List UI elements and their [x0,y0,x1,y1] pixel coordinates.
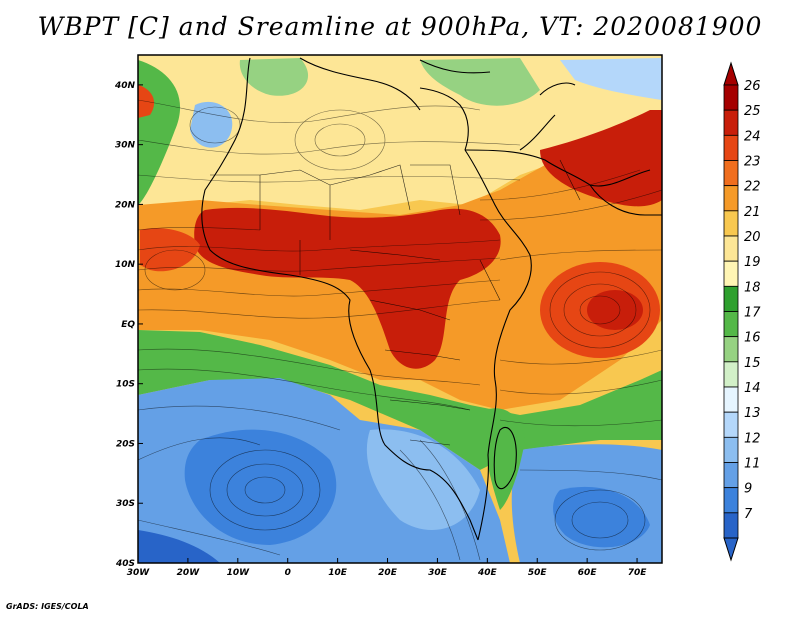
field-caspian-cool [560,58,662,100]
longitude-axis: 30W 20W 10W 0 10E 20E 30E 40E 50E 60E 70E [127,558,647,578]
colorbar: 26 25 24 23 22 21 20 19 18 17 16 15 14 13 12 11 9 7 [723,61,761,562]
lon-tick-label: 10E [328,568,348,578]
field-madagascar-green [483,408,525,510]
colorbar-swatch [723,436,739,463]
credit-label: GrADS: IGES/COLA [6,602,89,611]
latitude-axis: 40N 30N 20N 10N EQ 10S 20S 30S 40S [114,81,143,569]
lon-tick-label: 70E [628,568,648,578]
colorbar-swatch [723,235,739,262]
colorbar-label: 24 [744,129,761,144]
lat-tick-label: 10S [116,380,135,390]
colorbar-label: 20 [744,230,761,245]
colorbar-label: 11 [744,457,761,472]
colorbar-swatch [723,160,739,187]
colorbar-swatch [723,336,739,363]
colorbar-label: 17 [744,306,761,321]
colorbar-swatch [723,462,739,489]
field-iberia-green [239,58,309,96]
colorbar-label: 19 [744,255,761,270]
country-borders [210,159,581,446]
field-arabia-hot [540,110,662,207]
colorbar-swatch [723,185,739,212]
lat-tick-label: 20S [116,439,135,449]
colorbar-label: 7 [744,507,753,522]
lat-tick-label: 20N [115,200,136,210]
lon-tick-label: 40E [477,568,498,578]
colorbar-label: 25 [744,104,761,119]
colorbar-swatch [723,361,739,388]
colorbar-swatch [723,311,739,338]
colorbar-swatch [723,386,739,413]
field-sahel-hot [194,207,501,369]
lat-tick-label: EQ [121,320,135,330]
field-south-green [138,330,662,470]
lat-tick-label: 40S [115,559,135,569]
field-europe-green [420,58,540,106]
colorbar-label: 9 [744,482,752,497]
colorbar-label: 23 [744,155,761,170]
colorbar-swatch [723,84,739,111]
field-southwest-cold [138,530,220,563]
field-west-atlantic-warm [140,228,200,272]
colorbar-label: 12 [744,431,761,446]
lon-tick-label: 30W [127,568,151,578]
lon-tick-label: 30E [428,568,448,578]
lon-tick-label: 20E [378,568,398,578]
lon-tick-label: 0 [285,568,291,578]
lon-tick-label: 20W [177,568,201,578]
map-frame [137,54,663,564]
colorbar-label: 21 [744,205,761,220]
colorbar-label: 16 [744,331,761,346]
colorbar-label: 13 [744,406,761,421]
lat-tick-label: 40N [114,81,136,91]
field-atlantic-cool [190,101,233,148]
colorbar-label: 22 [744,180,761,195]
lon-tick-label: 60E [578,568,598,578]
lat-tick-label: 10N [115,260,136,270]
lat-tick-label: 30S [116,499,135,509]
field-south-indian-cold [553,486,650,548]
colorbar-label: 15 [744,356,761,371]
colorbar-swatch [723,285,739,312]
colorbar-swatch [723,134,739,161]
colorbar-swatch [723,411,739,438]
streamlines [138,99,662,561]
lat-tick-label: 30N [115,141,136,151]
colorbar-top-arrow [723,61,739,86]
colorbar-swatch [723,109,739,136]
colorbar-swatch [723,487,739,514]
colorbar-label: 18 [744,280,761,295]
colorbar-swatch [723,210,739,237]
chart-title: WBPT [C] and Sreamline at 900hPa, VT: 20… [37,12,763,41]
field-arabian-sea-core [587,290,643,330]
colorbar-label: 14 [744,381,761,396]
colorbar-swatch [723,260,739,287]
colorbar-bottom-arrow [723,537,739,562]
colorbar-label: 26 [744,79,761,94]
lon-tick-label: 50E [528,568,548,578]
map-field [138,55,662,563]
coastlines [201,57,662,541]
colorbar-swatch [723,512,739,539]
lon-tick-label: 10W [227,568,251,578]
